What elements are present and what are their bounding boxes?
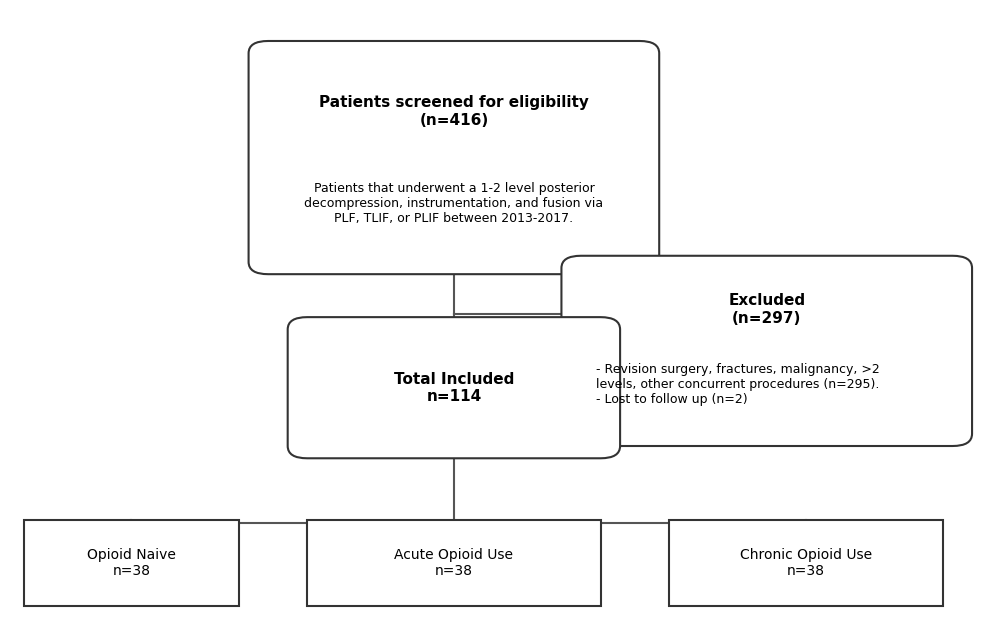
Text: Excluded
(n=297): Excluded (n=297) [729, 293, 806, 326]
Text: Total Included
n=114: Total Included n=114 [393, 371, 514, 404]
Text: Acute Opioid Use
n=38: Acute Opioid Use n=38 [394, 547, 514, 578]
FancyBboxPatch shape [248, 41, 660, 274]
FancyBboxPatch shape [24, 519, 239, 606]
FancyBboxPatch shape [669, 519, 943, 606]
Text: Patients that underwent a 1-2 level posterior
decompression, instrumentation, an: Patients that underwent a 1-2 level post… [305, 182, 603, 225]
Text: - Revision surgery, fractures, malignancy, >2
levels, other concurrent procedure: - Revision surgery, fractures, malignanc… [596, 363, 880, 406]
FancyBboxPatch shape [308, 519, 600, 606]
FancyBboxPatch shape [288, 317, 620, 458]
FancyBboxPatch shape [561, 256, 972, 446]
Text: Opioid Naive
n=38: Opioid Naive n=38 [87, 547, 176, 578]
Text: Chronic Opioid Use
n=38: Chronic Opioid Use n=38 [740, 547, 872, 578]
Text: Patients screened for eligibility
(n=416): Patients screened for eligibility (n=416… [318, 96, 589, 128]
